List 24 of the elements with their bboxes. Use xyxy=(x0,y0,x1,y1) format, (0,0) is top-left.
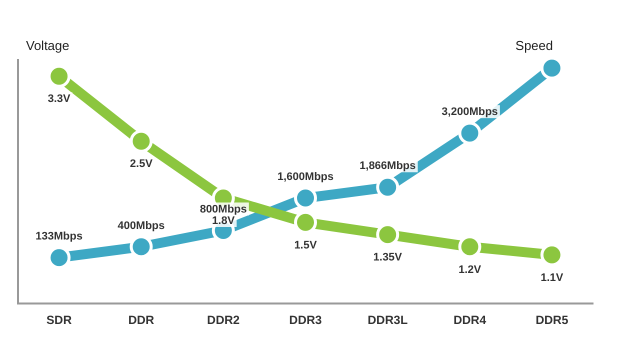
data-label: 3.3V xyxy=(48,93,72,106)
y-axis-title: Voltage xyxy=(26,38,70,53)
data-label: 1,866Mbps xyxy=(360,160,416,172)
data-label: 1.8V xyxy=(212,215,236,228)
x-tick-label: DDR2 xyxy=(207,313,240,328)
data-label: 1.2V xyxy=(458,264,482,276)
x-tick-label: DDR4 xyxy=(453,313,486,328)
data-label: 1.35V xyxy=(373,252,403,264)
x-tick-label: DDR3L xyxy=(368,313,408,328)
x-tick-label: DDR3 xyxy=(289,313,322,328)
y2-axis-title: Speed xyxy=(515,38,553,53)
point xyxy=(458,122,482,145)
x-tick-label: DDR5 xyxy=(536,313,569,328)
data-label: 133Mbps xyxy=(36,230,83,243)
data-label: 1.1V xyxy=(540,272,564,284)
data-label: 400Mbps xyxy=(118,220,165,232)
x-tick-label: DDR xyxy=(128,313,155,328)
data-label: 2.5V xyxy=(130,158,154,170)
data-label: 1.5V xyxy=(294,239,318,252)
data-label: 1,600Mbps xyxy=(277,171,334,184)
data-label: 800Mbps xyxy=(200,204,247,216)
x-tick-label: SDR xyxy=(46,313,72,328)
data-label: 3,200Mbps xyxy=(442,106,498,118)
point xyxy=(130,130,153,153)
